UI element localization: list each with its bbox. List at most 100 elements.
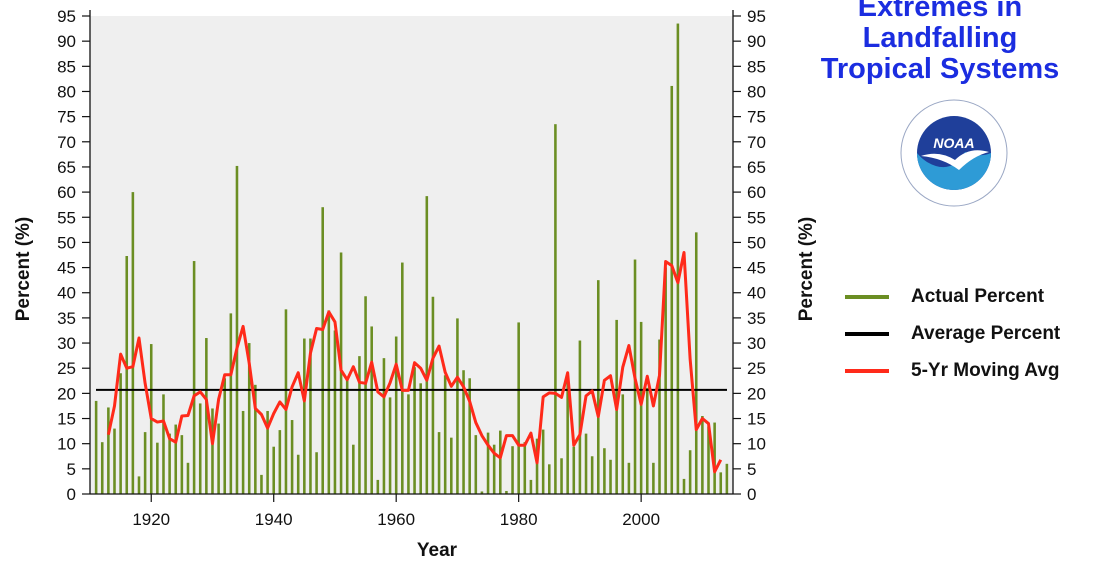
y-axis-title-right: Percent (%) xyxy=(796,217,817,322)
y-tick-label-right-50: 50 xyxy=(747,233,766,252)
bar-1967 xyxy=(437,432,441,494)
y-tick-label-right-75: 75 xyxy=(747,108,766,127)
bar-2012 xyxy=(713,422,716,494)
bar-1916 xyxy=(125,256,129,494)
plot-area xyxy=(90,16,733,494)
bar-1943 xyxy=(290,420,294,494)
bar-2003 xyxy=(658,339,661,494)
bar-1973 xyxy=(474,435,478,494)
bar-1988 xyxy=(566,375,569,494)
legend-swatch-average xyxy=(845,331,889,336)
legend-label-moving-avg: 5-Yr Moving Avg xyxy=(911,359,1060,381)
bar-1947 xyxy=(315,452,318,494)
bar-1957 xyxy=(376,479,380,494)
bar-1941 xyxy=(278,430,282,494)
legend-item-moving-avg: 5-Yr Moving Avg xyxy=(845,352,1060,389)
y-tick-label-right-5: 5 xyxy=(747,460,756,479)
y-tick-label-left-40: 40 xyxy=(57,284,76,303)
bar-1951 xyxy=(339,252,343,494)
y-tick-label-right-65: 65 xyxy=(747,158,766,177)
y-tick-label-left-95: 95 xyxy=(57,7,76,26)
y-tick-label-left-60: 60 xyxy=(57,183,76,202)
noaa-logo-icon: NOAA xyxy=(899,98,1009,213)
bar-1979 xyxy=(511,446,514,494)
bar-1975 xyxy=(486,432,490,494)
bar-1911 xyxy=(94,400,98,494)
bar-1925 xyxy=(180,435,184,494)
bar-2014 xyxy=(725,463,729,494)
bar-1998 xyxy=(627,462,631,494)
bar-1980 xyxy=(517,322,520,494)
bar-2000 xyxy=(639,321,643,494)
bar-1918 xyxy=(137,476,141,494)
bar-1983 xyxy=(535,438,539,494)
y-tick-label-left-75: 75 xyxy=(57,108,76,127)
bar-1981 xyxy=(523,442,527,494)
bar-2011 xyxy=(707,426,710,494)
bar-1921 xyxy=(156,442,159,494)
bar-1986 xyxy=(554,124,557,494)
bar-2008 xyxy=(688,450,692,494)
bar-2010 xyxy=(701,416,704,494)
bar-1919 xyxy=(143,432,147,494)
moving-average-line xyxy=(106,250,723,474)
y-tick-label-right-80: 80 xyxy=(747,82,766,101)
bar-1972 xyxy=(468,378,471,494)
bar-1997 xyxy=(621,394,625,494)
bar-2006 xyxy=(676,23,680,495)
y-tick-label-right-30: 30 xyxy=(747,334,766,353)
bar-1987 xyxy=(560,458,563,494)
y-tick-label-left-65: 65 xyxy=(57,158,76,177)
bar-1926 xyxy=(186,462,190,494)
y-tick-label-left-70: 70 xyxy=(57,133,76,152)
y-tick-label-left-50: 50 xyxy=(57,233,76,252)
bar-1990 xyxy=(578,340,582,494)
y-tick-label-right-15: 15 xyxy=(747,410,766,429)
bar-1942 xyxy=(284,309,288,494)
y-tick-label-right-85: 85 xyxy=(747,57,766,76)
y-tick-label-left-55: 55 xyxy=(57,208,76,227)
bar-1914 xyxy=(113,428,116,494)
bar-1994 xyxy=(603,448,606,494)
bar-1963 xyxy=(413,367,416,494)
bar-1978 xyxy=(505,490,508,494)
title-line-3: Tropical Systems xyxy=(820,53,1060,85)
y-tick-label-right-95: 95 xyxy=(747,7,766,26)
bar-1930 xyxy=(211,408,214,494)
bar-1965 xyxy=(425,196,429,494)
y-tick-label-right-0: 0 xyxy=(747,485,756,504)
bar-1948 xyxy=(321,207,324,494)
y-tick-label-right-10: 10 xyxy=(747,435,766,454)
y-tick-label-left-35: 35 xyxy=(57,309,76,328)
x-tick-label-2000: 2000 xyxy=(622,510,660,529)
bar-1915 xyxy=(119,373,122,494)
bar-2009 xyxy=(694,232,698,494)
bar-2007 xyxy=(682,478,686,494)
y-tick-label-left-15: 15 xyxy=(57,410,76,429)
legend-item-average: Average Percent xyxy=(845,315,1060,352)
bar-1939 xyxy=(266,410,269,494)
y-tick-label-left-90: 90 xyxy=(57,32,76,51)
bar-2001 xyxy=(645,387,649,494)
bar-1945 xyxy=(303,338,306,494)
bar-1995 xyxy=(609,459,612,494)
x-tick-label-1940: 1940 xyxy=(255,510,293,529)
bar-1959 xyxy=(388,397,392,494)
bar-1966 xyxy=(431,296,435,494)
x-tick-label-1980: 1980 xyxy=(500,510,538,529)
bar-1968 xyxy=(443,375,447,494)
y-tick-label-right-55: 55 xyxy=(747,208,766,227)
y-tick-label-right-35: 35 xyxy=(747,309,766,328)
bar-1955 xyxy=(364,296,367,494)
bar-1912 xyxy=(100,442,104,494)
bar-2013 xyxy=(719,472,723,494)
bar-1913 xyxy=(107,407,110,494)
y-tick-label-left-5: 5 xyxy=(67,460,76,479)
bars-layer xyxy=(94,23,729,495)
logo-text: NOAA xyxy=(933,135,974,151)
bar-1961 xyxy=(401,262,404,494)
legend: Actual Percent Average Percent 5-Yr Movi… xyxy=(845,278,1060,389)
bar-1950 xyxy=(333,330,337,494)
